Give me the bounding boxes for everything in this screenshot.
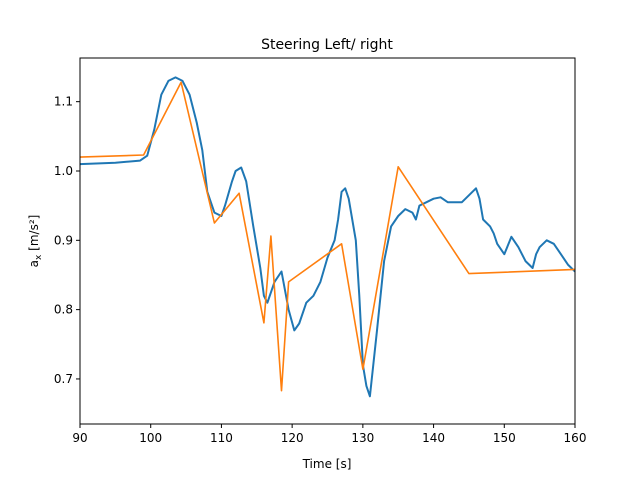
y-axis: 0.7 0.8 0.9 1.0 1.1 [54,95,80,386]
plot-frame [79,57,576,425]
y-axis-label-subscript: x [34,254,44,260]
x-tick-label: 140 [422,431,445,445]
x-tick-label: 150 [493,431,516,445]
x-tick-label: 160 [564,431,587,445]
chart-title: Steering Left/ right [261,37,393,53]
x-axis: 90 100 110 120 130 140 150 160 [72,424,586,445]
x-tick-label: 120 [281,431,304,445]
x-tick-label: 130 [351,431,374,445]
y-tick-label: 0.7 [54,372,73,386]
y-tick-label: 0.8 [54,303,73,317]
x-tick-label: 90 [72,431,87,445]
y-axis-label-main: a [27,260,41,267]
series-line-1 [80,76,575,398]
x-tick-label: 100 [139,431,162,445]
y-axis-label: ax [m/s²] [27,215,44,268]
y-tick-label: 1.0 [54,164,73,178]
series-line-2 [80,81,575,392]
x-axis-label: Time [s] [302,457,352,471]
series-layer [80,76,575,398]
y-tick-label: 0.9 [54,233,73,247]
y-axis-label-unit: [m/s²] [27,215,41,255]
y-tick-label: 1.1 [54,95,73,109]
x-tick-label: 110 [210,431,233,445]
